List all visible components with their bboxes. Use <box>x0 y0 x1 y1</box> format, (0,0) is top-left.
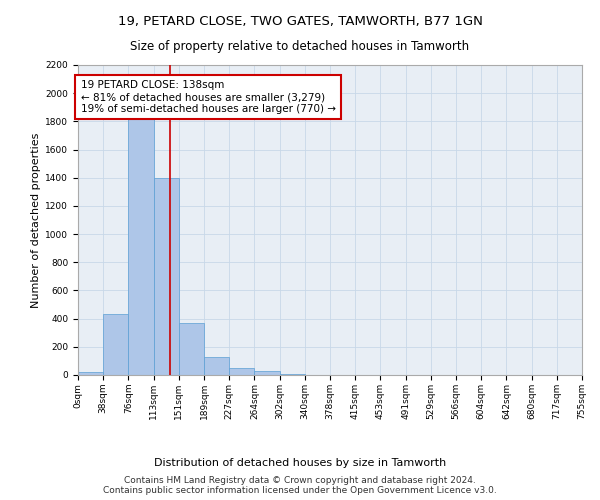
Bar <box>103 314 128 375</box>
Text: Size of property relative to detached houses in Tamworth: Size of property relative to detached ho… <box>130 40 470 53</box>
Text: Distribution of detached houses by size in Tamworth: Distribution of detached houses by size … <box>154 458 446 468</box>
Text: Contains HM Land Registry data © Crown copyright and database right 2024.
Contai: Contains HM Land Registry data © Crown c… <box>103 476 497 495</box>
Y-axis label: Number of detached properties: Number of detached properties <box>31 132 41 308</box>
Bar <box>78 372 103 375</box>
Bar <box>204 356 229 375</box>
Bar <box>229 368 254 375</box>
Bar <box>128 108 154 375</box>
Text: 19, PETARD CLOSE, TWO GATES, TAMWORTH, B77 1GN: 19, PETARD CLOSE, TWO GATES, TAMWORTH, B… <box>118 15 482 28</box>
Bar <box>154 178 179 375</box>
Bar <box>179 323 204 375</box>
Bar <box>254 371 280 375</box>
Text: 19 PETARD CLOSE: 138sqm
← 81% of detached houses are smaller (3,279)
19% of semi: 19 PETARD CLOSE: 138sqm ← 81% of detache… <box>80 80 335 114</box>
Bar <box>280 374 305 375</box>
